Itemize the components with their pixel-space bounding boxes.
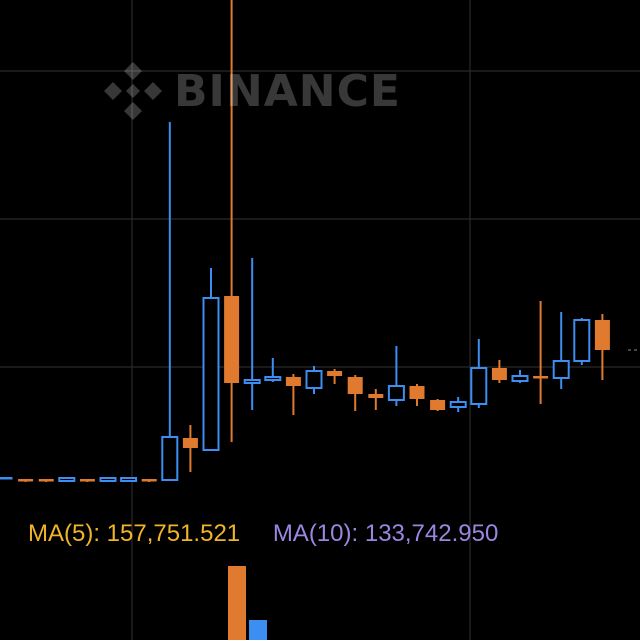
candle [387, 346, 405, 406]
watermark-text: BINANCE [174, 65, 401, 117]
ma5-label: MA(5): [28, 520, 100, 547]
candle-body [511, 375, 529, 382]
candle-body [264, 376, 282, 381]
binance-logo-icon [104, 62, 162, 120]
candle [264, 358, 282, 382]
candle [327, 369, 343, 384]
candles [0, 0, 610, 482]
ma5-value: 157,751.521 [106, 520, 241, 547]
candle [202, 268, 220, 451]
candle [0, 477, 13, 480]
candle-body [491, 368, 507, 380]
candle-body [79, 479, 95, 482]
candle-body [387, 385, 405, 401]
candle-body [38, 479, 54, 482]
ma10-indicator: MA(10): 133,742.950 [273, 520, 499, 547]
candle-body [449, 401, 467, 408]
candle-body [285, 377, 301, 386]
candle [491, 360, 507, 383]
candle-body [305, 370, 323, 389]
candle [224, 0, 240, 442]
candle [533, 301, 549, 404]
candle-body [470, 367, 488, 405]
candle-body [594, 320, 610, 350]
candle-body [368, 394, 384, 398]
candle-body [409, 386, 425, 399]
candle-body [202, 297, 220, 451]
candle [120, 477, 138, 482]
candle [182, 425, 198, 472]
candle [38, 479, 54, 482]
candle-body [141, 479, 157, 482]
candle [409, 384, 425, 406]
candle [511, 370, 529, 383]
candle [58, 477, 76, 482]
candle-body [430, 400, 446, 410]
candle-body [161, 436, 179, 481]
candle [368, 389, 384, 410]
candle [18, 479, 34, 482]
candle [449, 397, 467, 412]
candle-body [99, 477, 117, 482]
candle-body [533, 376, 549, 379]
volume-bar [249, 620, 267, 640]
ma10-label: MA(10): [272, 520, 359, 547]
candle-body [18, 479, 34, 482]
candle [552, 312, 570, 389]
candle [305, 366, 323, 394]
moving-average-legend: MA(5): 157,751.521 MA(10): 133,742.950 [28, 520, 498, 548]
candle-body [327, 371, 343, 376]
candle-body [243, 379, 261, 384]
candle [573, 318, 591, 365]
candle [79, 479, 95, 482]
candle-body [182, 438, 198, 448]
candle-body [573, 319, 591, 362]
candle-body [58, 477, 76, 482]
ma5-indicator: MA(5): 157,751.521 [28, 520, 247, 547]
candle [99, 477, 117, 482]
volume-bars [228, 566, 267, 640]
candle-body [224, 296, 240, 383]
candle [243, 258, 261, 410]
candle [285, 374, 301, 415]
candle-body [120, 477, 138, 482]
candle [161, 122, 179, 481]
candle [430, 399, 446, 411]
candle [470, 339, 488, 408]
ma10-value: 133,742.950 [364, 520, 499, 547]
binance-watermark: BINANCE [102, 60, 401, 122]
candle [594, 314, 610, 380]
volume-bar [228, 566, 246, 640]
candle [141, 479, 157, 482]
candle-body [552, 360, 570, 379]
candle-body [347, 377, 363, 394]
candle [347, 375, 363, 411]
candle-body [0, 477, 13, 480]
